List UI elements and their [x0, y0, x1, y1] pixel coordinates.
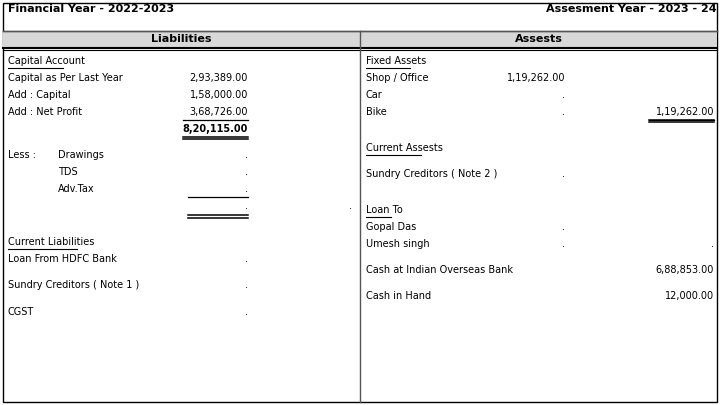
- Text: .: .: [245, 280, 248, 290]
- Text: .: .: [562, 107, 565, 117]
- Text: 3,68,726.00: 3,68,726.00: [189, 107, 248, 117]
- Text: TDS: TDS: [58, 167, 78, 177]
- Text: 8,20,115.00: 8,20,115.00: [183, 124, 248, 134]
- Text: Current Liabilities: Current Liabilities: [8, 237, 94, 247]
- Text: Financial Year - 2022-2023: Financial Year - 2022-2023: [8, 4, 174, 14]
- Text: 6,88,853.00: 6,88,853.00: [656, 265, 714, 275]
- Text: .: .: [245, 201, 248, 211]
- Text: .: .: [562, 169, 565, 179]
- Text: 2,93,389.00: 2,93,389.00: [189, 73, 248, 83]
- Text: .: .: [245, 184, 248, 194]
- Text: .: .: [245, 254, 248, 264]
- Text: 1,19,262.00: 1,19,262.00: [655, 107, 714, 117]
- Text: .: .: [349, 201, 352, 211]
- Text: Cash in Hand: Cash in Hand: [366, 292, 431, 301]
- Text: Capital Account: Capital Account: [8, 56, 85, 66]
- Text: Drawings: Drawings: [58, 150, 104, 160]
- Text: CGST: CGST: [8, 307, 35, 317]
- Text: Loan From HDFC Bank: Loan From HDFC Bank: [8, 254, 117, 264]
- Text: 12,000.00: 12,000.00: [665, 292, 714, 301]
- Text: Cash at Indian Overseas Bank: Cash at Indian Overseas Bank: [366, 265, 513, 275]
- Text: Less :: Less :: [8, 150, 36, 160]
- Text: Fixed Assets: Fixed Assets: [366, 56, 426, 66]
- Text: Add : Capital: Add : Capital: [8, 90, 71, 100]
- Text: Gopal Das: Gopal Das: [366, 222, 416, 232]
- Text: Loan To: Loan To: [366, 205, 402, 215]
- Text: .: .: [562, 222, 565, 232]
- Bar: [360, 31, 717, 48]
- Text: Capital as Per Last Year: Capital as Per Last Year: [8, 73, 122, 83]
- Text: Assests: Assests: [515, 34, 562, 45]
- Text: Add : Net Profit: Add : Net Profit: [8, 107, 82, 117]
- Text: Sundry Creditors ( Note 2 ): Sundry Creditors ( Note 2 ): [366, 169, 498, 179]
- Text: Current Assests: Current Assests: [366, 143, 443, 153]
- Text: .: .: [562, 90, 565, 100]
- Text: .: .: [245, 150, 248, 160]
- Text: Adv.Tax: Adv.Tax: [58, 184, 94, 194]
- Text: .: .: [711, 239, 714, 249]
- Text: 1,19,262.00: 1,19,262.00: [506, 73, 565, 83]
- Text: Liabilities: Liabilities: [151, 34, 212, 45]
- Text: .: .: [245, 307, 248, 317]
- Text: 1,58,000.00: 1,58,000.00: [189, 90, 248, 100]
- Text: Umesh singh: Umesh singh: [366, 239, 430, 249]
- Text: Sundry Creditors ( Note 1 ): Sundry Creditors ( Note 1 ): [8, 280, 139, 290]
- Text: Assesment Year - 2023 - 24: Assesment Year - 2023 - 24: [546, 4, 717, 14]
- Text: .: .: [562, 239, 565, 249]
- Text: Shop / Office: Shop / Office: [366, 73, 428, 83]
- Text: Bike: Bike: [366, 107, 387, 117]
- Text: .: .: [245, 167, 248, 177]
- Text: Car: Car: [366, 90, 383, 100]
- Bar: [3, 31, 360, 48]
